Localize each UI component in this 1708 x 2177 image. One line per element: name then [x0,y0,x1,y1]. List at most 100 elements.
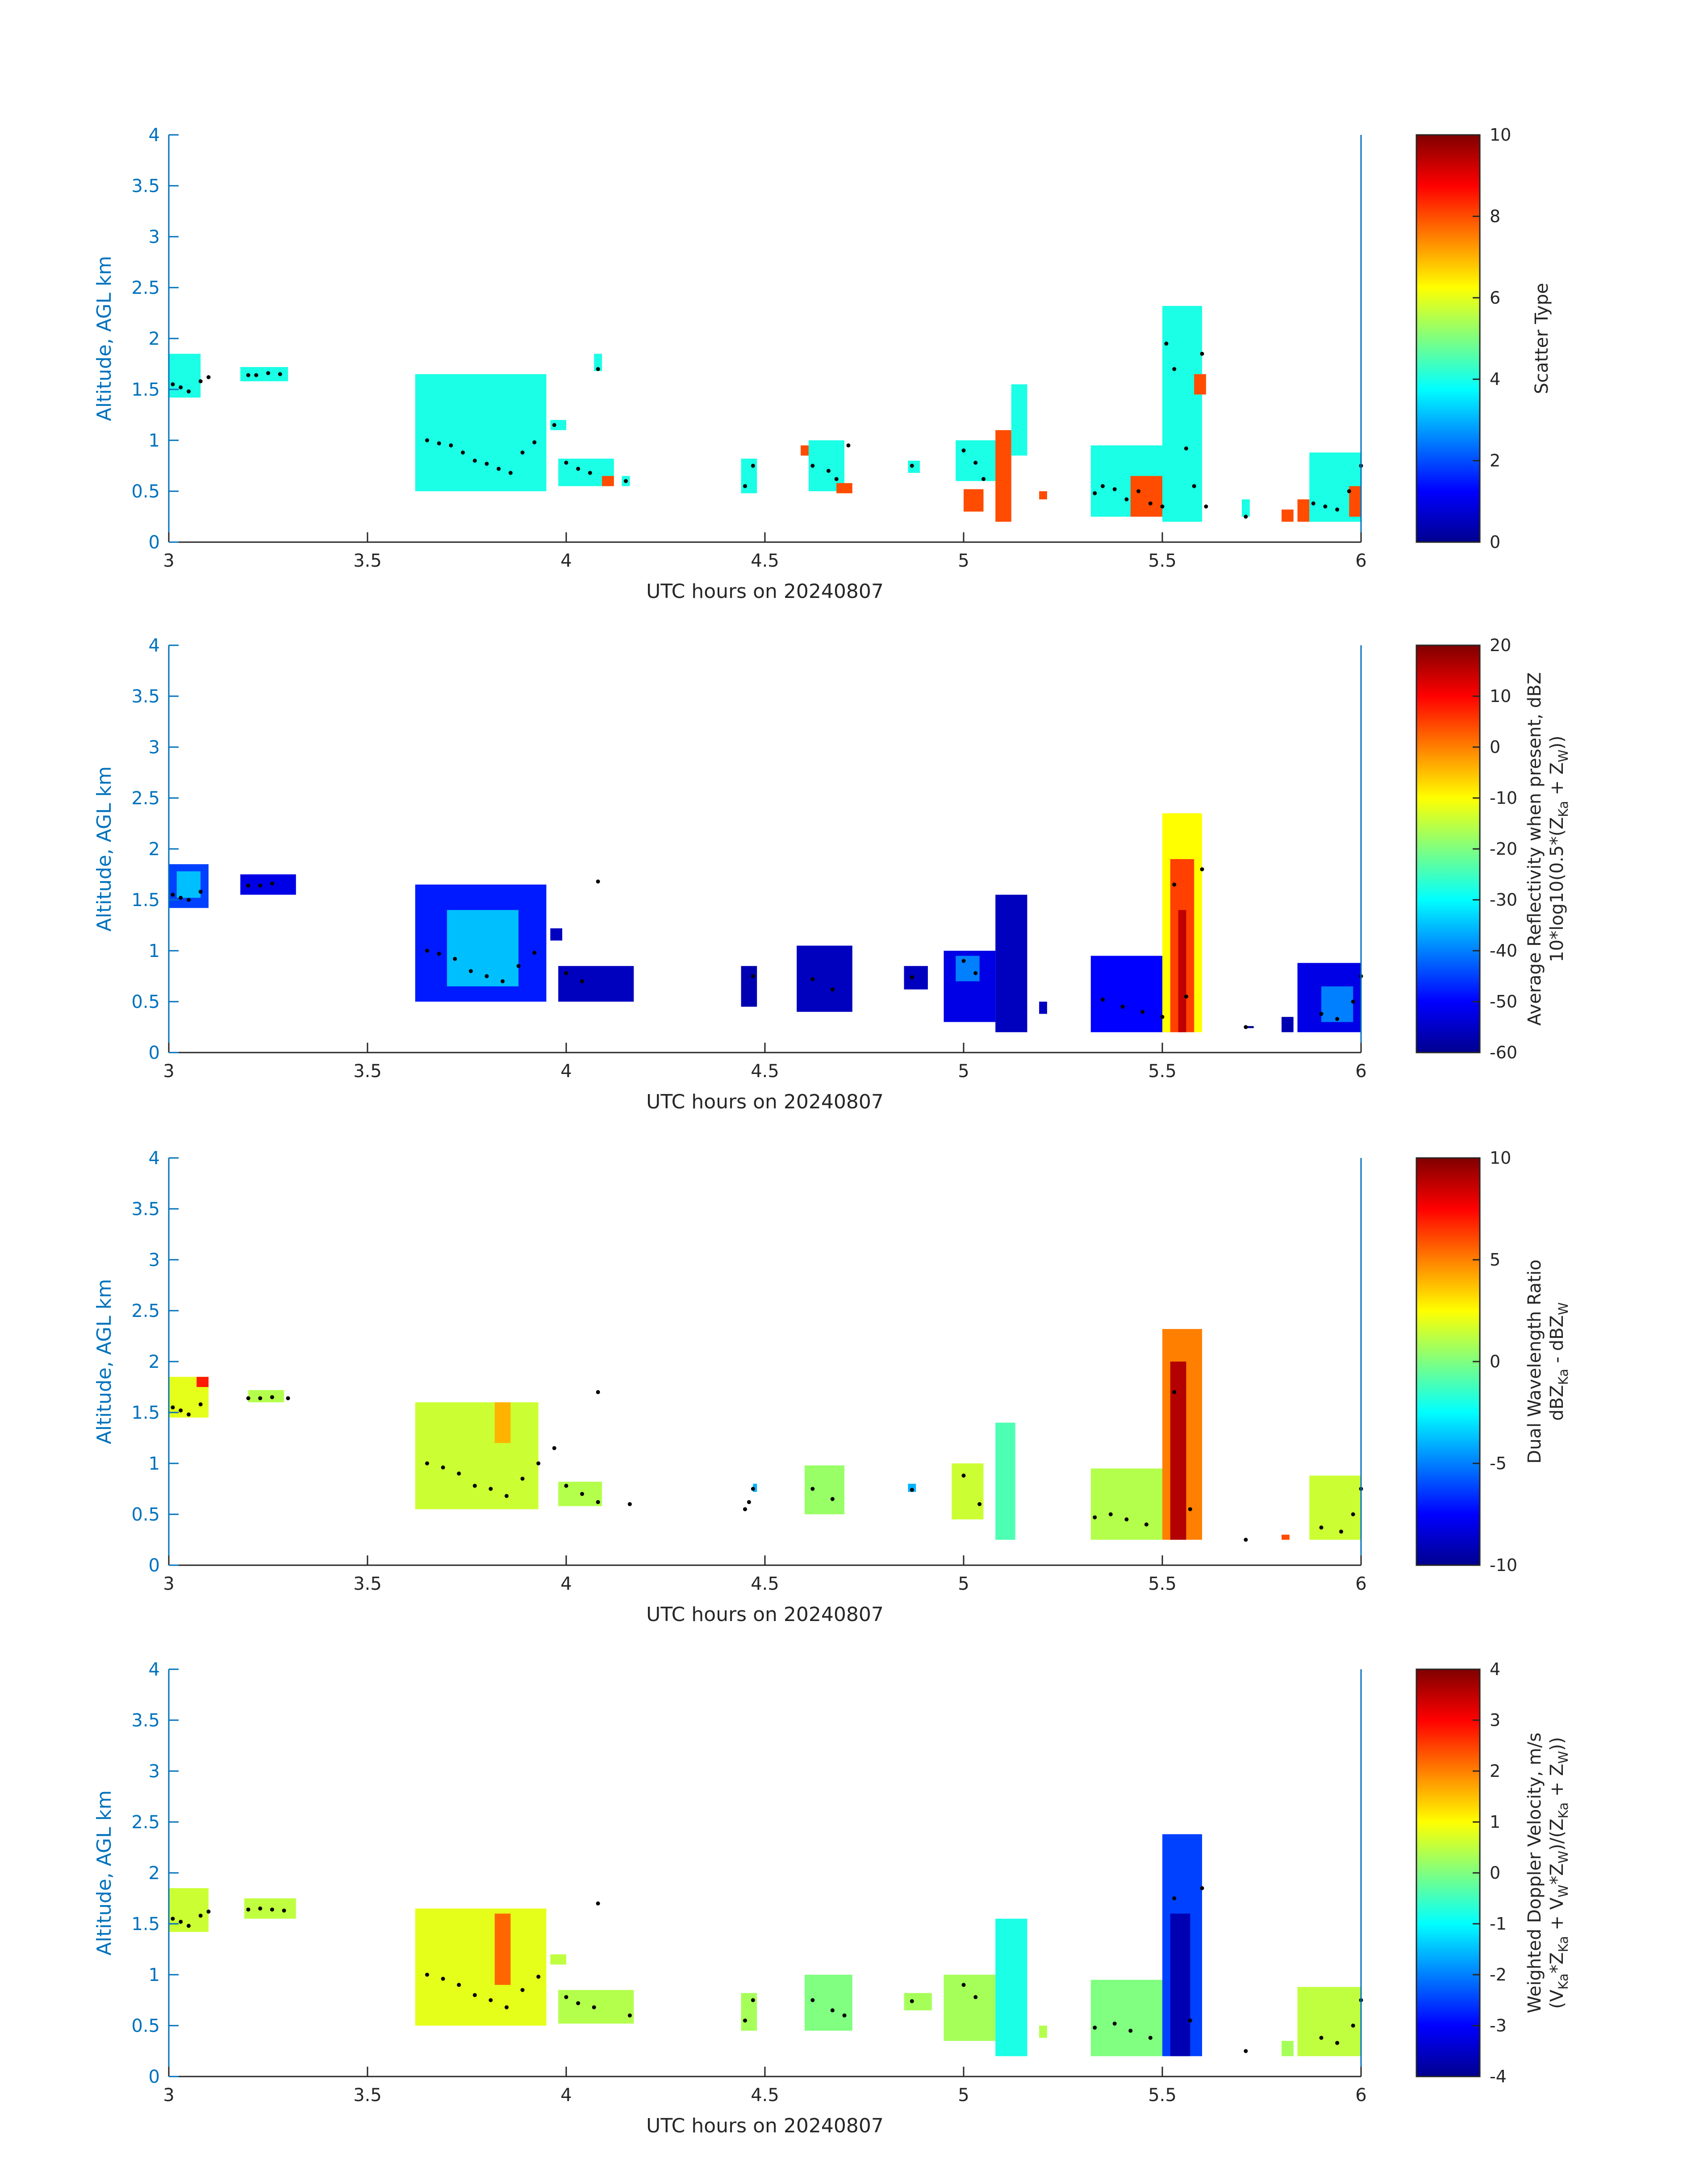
x-tick-label: 5.5 [1148,1574,1177,1594]
marker-point [1124,1517,1129,1521]
marker-point [1184,994,1188,999]
marker-point [1148,2035,1153,2040]
marker-point [977,1502,982,1506]
data-region [1282,1017,1294,1032]
x-axis-label: UTC hours on 20240807 [646,2114,884,2137]
y-tick-label: 1.5 [131,890,160,911]
data-region [1242,499,1250,517]
data-region [248,1390,284,1403]
y-tick-label: 3 [149,1250,160,1270]
colorbar-tick-label: -10 [1490,1555,1517,1575]
marker-point [810,1487,815,1491]
data-region [176,871,201,898]
colorbar-tick-label: 20 [1490,635,1511,655]
marker-point [564,971,568,975]
marker-point [1184,446,1188,451]
marker-point [810,977,815,982]
y-tick-label: 0 [149,532,160,553]
data-region [1162,306,1202,522]
marker-point [564,1483,568,1488]
data-region [1309,1475,1361,1540]
colorbar-tick-label: 0 [1490,1863,1500,1883]
colorbar-label: Average Reflectivity when present, dBZ [1524,672,1545,1025]
x-tick-label: 5 [958,1061,969,1082]
x-tick-label: 3 [163,1574,174,1594]
marker-point [1148,501,1153,506]
x-tick-label: 3 [163,1061,174,1082]
marker-point [627,2013,632,2018]
colorbar-tick-label: 2 [1490,1761,1500,1781]
y-tick-label: 2.5 [131,278,160,298]
marker-point [1311,501,1315,506]
colorbar-tick-label: 5 [1490,1250,1500,1270]
marker-point [564,460,568,465]
marker-point [747,1500,751,1504]
marker-points [171,867,1363,1029]
y-tick-label: 0.5 [131,1504,160,1525]
data-region [602,476,614,486]
x-tick-label: 4 [560,2085,572,2106]
marker-point [484,461,489,466]
x-tick-label: 5.5 [1148,1061,1177,1082]
marker-point [910,464,914,468]
marker-point [552,1446,556,1450]
marker-point [171,382,175,387]
data-region [904,1993,932,2010]
colorbar-tick-label: -40 [1490,941,1517,961]
x-tick-label: 3 [163,551,174,571]
marker-point [536,1461,541,1466]
marker-point [187,1924,191,1928]
data-regions [169,1329,1361,1540]
colorbar-tick-label: 8 [1490,206,1500,226]
data-region [415,374,547,491]
marker-point [580,979,585,983]
marker-point [751,464,755,468]
y-tick-label: 2 [149,329,160,349]
marker-point [532,440,537,445]
colorbar-gradient [1416,1157,1481,1566]
y-tick-label: 0.5 [131,2016,160,2036]
marker-point [1200,351,1204,356]
data-regions [169,1834,1361,2056]
data-region [1282,1534,1290,1540]
marker-point [1335,2041,1340,2045]
marker-point [1200,867,1204,872]
marker-point [1244,1025,1248,1029]
marker-point [179,1408,183,1412]
marker-point [627,1502,632,1506]
x-tick-label: 4 [560,1574,572,1594]
colorbar-label: Dual Wavelength Ratio [1524,1259,1545,1463]
marker-point [187,389,191,394]
data-region [594,354,602,371]
y-tick-label: 0.5 [131,992,160,1012]
x-axis-label: UTC hours on 20240807 [646,580,884,603]
y-axis-label: Altitude, AGL km [93,766,116,932]
y-tick-label: 1.5 [131,1914,160,1935]
marker-point [520,450,525,455]
y-tick-label: 3.5 [131,686,160,707]
marker-points [171,341,1363,519]
marker-point [246,373,251,377]
marker-point [1112,487,1117,491]
data-region [558,966,634,1002]
marker-point [520,1476,525,1481]
marker-point [171,893,175,897]
data-region [952,1463,984,1520]
marker-point [1093,1515,1097,1520]
y-tick-label: 3.5 [131,1199,160,1220]
marker-point [552,423,556,427]
marker-point [453,957,457,961]
data-region [1297,1987,1361,2056]
data-region [805,1465,844,1514]
data-region [1039,1002,1047,1014]
colorbar-tick-label: 0 [1490,737,1500,757]
colorbar-tick-label: 0 [1490,1352,1500,1371]
marker-point [1093,2026,1097,2030]
marker-point [425,949,429,953]
marker-point [179,1919,183,1924]
marker-point [472,1993,477,1997]
marker-point [1319,1525,1324,1530]
data-region [801,445,809,456]
marker-point [484,974,489,978]
colorbar-label: (VKa*ZKa + VW*ZW)/(ZKa + ZW)) [1547,1737,1571,2009]
